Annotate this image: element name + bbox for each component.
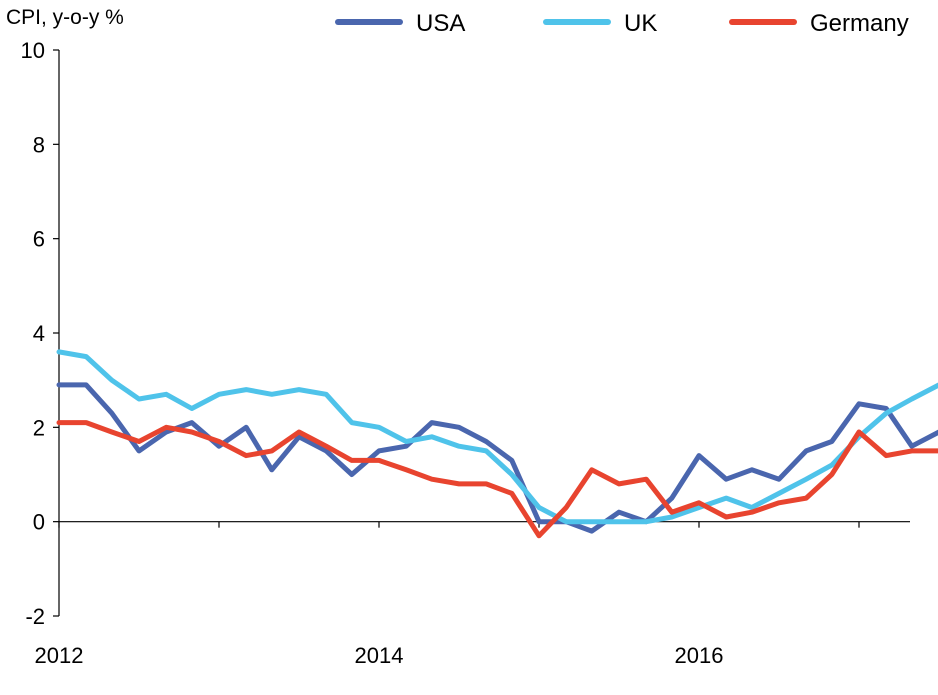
y-tick-label: -2	[25, 604, 45, 629]
legend-label-usa: USA	[416, 10, 465, 37]
y-tick-label: 10	[21, 38, 45, 63]
y-tick-label: 2	[33, 415, 45, 440]
y-tick-label: 6	[33, 227, 45, 252]
y-tick-label: 4	[33, 321, 45, 346]
legend-label-uk: UK	[624, 10, 657, 37]
x-tick-label: 2016	[675, 643, 724, 668]
x-tick-label: 2014	[355, 643, 404, 668]
legend: USA UK Germany	[335, 10, 909, 37]
axes: -20246810201220142016201820202022	[21, 38, 910, 668]
series-line-uk	[56, 349, 938, 525]
series-line-germany	[56, 420, 938, 539]
series-line-usa	[56, 382, 938, 534]
y-tick-label: 8	[33, 132, 45, 157]
legend-label-germany: Germany	[810, 10, 909, 37]
series-lines	[56, 349, 938, 539]
y-axis-label: CPI, y-o-y %	[6, 6, 124, 29]
x-tick-label: 2012	[35, 643, 84, 668]
y-tick-label: 0	[33, 510, 45, 535]
